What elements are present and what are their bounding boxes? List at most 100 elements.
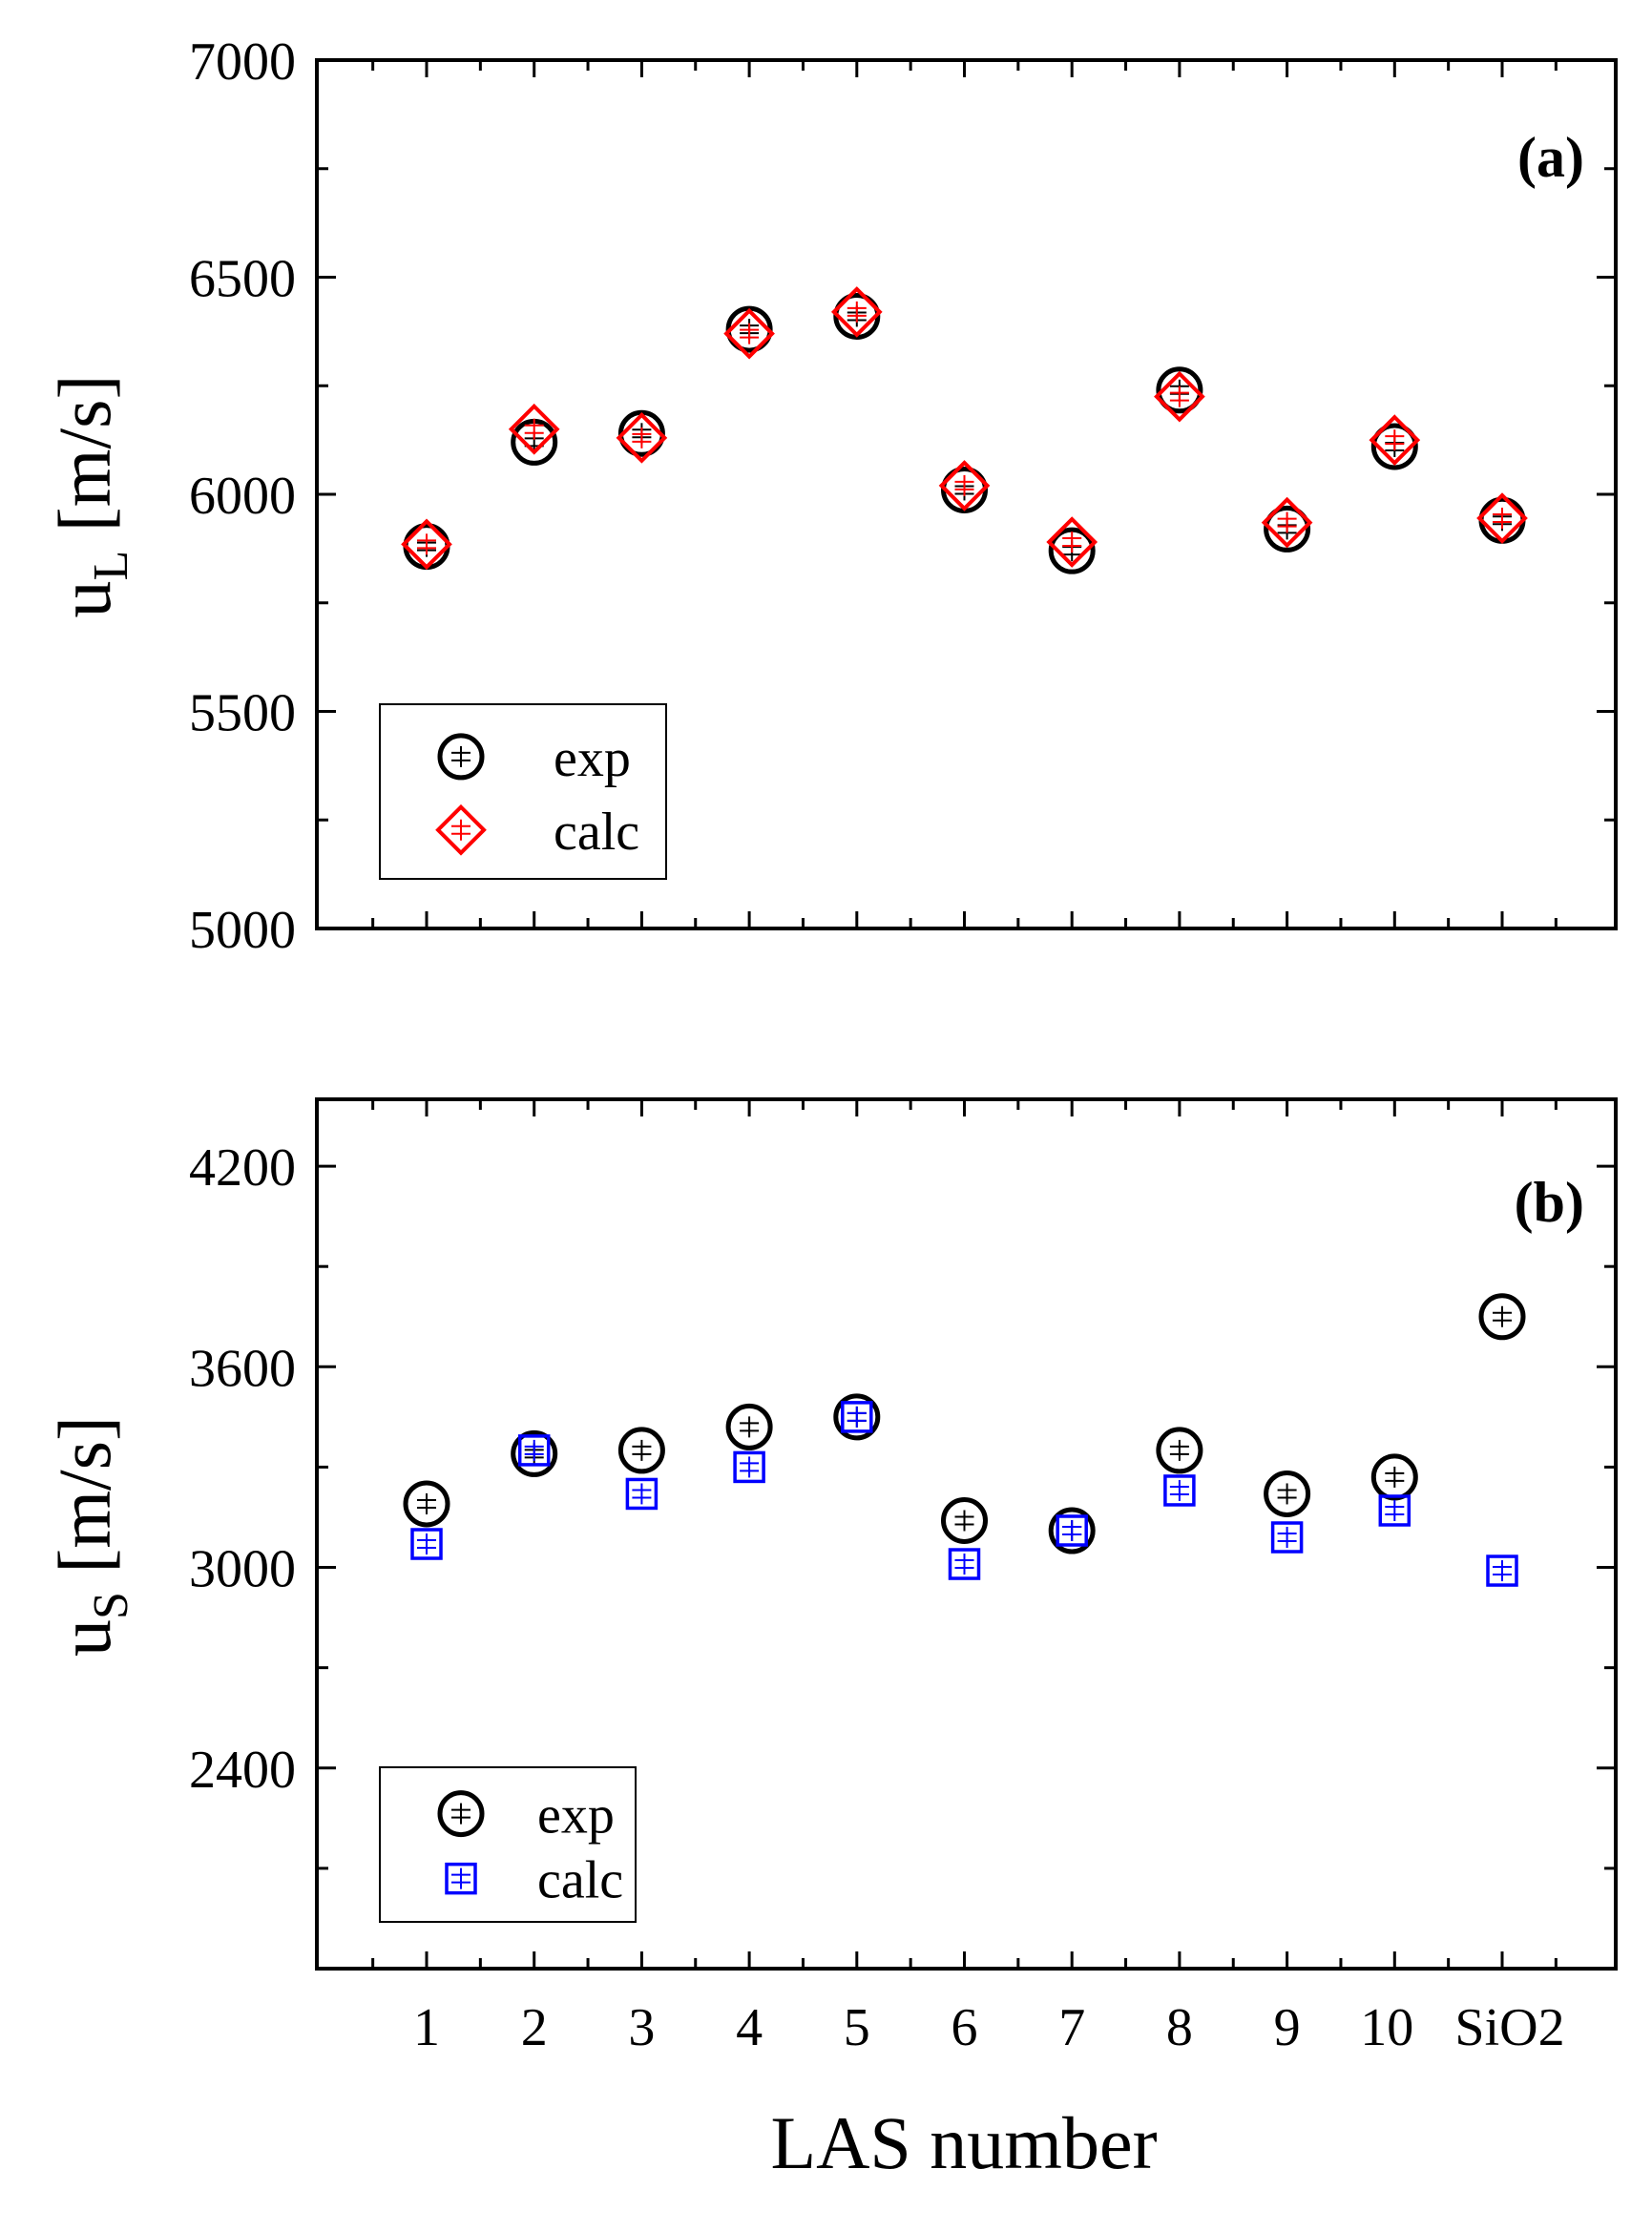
data-point-calc	[616, 412, 668, 464]
marker-diamond	[1369, 414, 1421, 466]
marker-circle	[617, 1427, 665, 1474]
data-point-calc	[1476, 492, 1528, 544]
legend-box	[379, 1766, 637, 1923]
marker-diamond	[616, 412, 668, 464]
x-tick-label: 4	[736, 1998, 763, 2057]
data-point-calc	[1056, 1514, 1088, 1547]
x-tick-label: 2	[521, 1998, 548, 2057]
legend: exp calc	[379, 703, 667, 880]
x-tick-label: 7	[1058, 1998, 1085, 2057]
data-point-exp	[1156, 1427, 1203, 1474]
marker-square	[1486, 1554, 1518, 1587]
marker-square	[445, 1862, 477, 1895]
legend-marker-calc	[435, 803, 487, 856]
marker-circle	[1264, 505, 1311, 553]
data-point-calc	[733, 1450, 765, 1484]
data-point-calc	[948, 1548, 981, 1580]
data-point-exp	[1370, 1453, 1418, 1501]
marker-circle	[725, 1403, 773, 1450]
marker-diamond	[1476, 492, 1528, 544]
x-tick-label: 3	[628, 1998, 655, 2057]
x-tick-label: 1	[413, 1998, 440, 2057]
data-point-calc	[1154, 370, 1205, 423]
data-point-exp	[941, 1496, 988, 1544]
marker-circle	[437, 1790, 485, 1838]
marker-circle	[833, 1393, 881, 1441]
marker-circle	[403, 1480, 450, 1528]
y-tick-label: 5500	[189, 684, 296, 743]
marker-square	[1056, 1514, 1088, 1547]
y-tick-label: 6000	[189, 467, 296, 526]
legend-marker-exp	[437, 733, 485, 781]
legend-box	[379, 703, 667, 880]
marker-circle	[1478, 1293, 1526, 1341]
marker-diamond	[435, 803, 487, 856]
marker-circle	[437, 733, 485, 781]
legend-marker-calc	[445, 1862, 477, 1895]
panel-label: (a)	[1517, 126, 1584, 189]
marker-circle	[1048, 527, 1096, 574]
marker-circle	[1156, 1427, 1203, 1474]
marker-diamond	[723, 307, 775, 360]
panel-a: 5000 5500 6000 6500 7000 uL [m/s] (a) exp calc	[43, 32, 1618, 960]
y-tick-label: 5000	[189, 901, 296, 960]
data-point-calc	[841, 1401, 873, 1433]
y-axis-label: uS [m/s]	[43, 1416, 138, 1657]
marker-diamond	[508, 403, 560, 455]
plot-frame	[315, 1097, 1618, 1971]
y-tick-label: 6500	[189, 250, 296, 309]
data-point-calc	[1261, 496, 1313, 549]
y-tick-label: 7000	[189, 32, 296, 92]
marker-diamond	[401, 518, 452, 571]
data-point-calc	[830, 286, 883, 338]
marker-circle	[1370, 1453, 1418, 1501]
marker-diamond	[1261, 496, 1313, 549]
panel-b: 2400 3000 3600 4200 1 2 3 4 5 6 7 8 9 10 SiO2 uS [m/s] (…	[43, 1097, 1618, 2057]
marker-square	[1163, 1474, 1196, 1507]
x-tick-label: SiO2	[1454, 1998, 1564, 2057]
data-point-calc	[1378, 1494, 1412, 1527]
marker-circle	[511, 1429, 558, 1477]
legend-label-calc: calc	[537, 1851, 623, 1910]
data-point-exp	[1264, 1470, 1311, 1517]
y-tick-label: 4200	[189, 1138, 296, 1198]
y-axis-label: uL [m/s]	[43, 375, 138, 618]
marker-circle	[1156, 366, 1203, 414]
data-point-exp	[403, 1480, 450, 1528]
data-point-calc	[1163, 1474, 1196, 1507]
data-point-calc	[1486, 1554, 1518, 1587]
data-point-calc	[1046, 516, 1098, 568]
marker-circle	[1264, 1470, 1311, 1517]
data-point-exp	[617, 1427, 665, 1474]
data-point-calc	[625, 1477, 659, 1511]
legend-label-calc: calc	[554, 803, 639, 862]
x-axis-label: LAS number	[770, 2101, 1157, 2184]
data-point-calc	[723, 307, 775, 360]
marker-circle	[1370, 423, 1418, 470]
x-tick-label: 8	[1166, 1998, 1193, 2057]
marker-circle	[1048, 1507, 1096, 1554]
marker-diamond	[830, 286, 883, 338]
x-tick-label: 9	[1274, 1998, 1301, 2057]
data-point-calc	[938, 460, 991, 511]
marker-square	[1270, 1521, 1304, 1554]
y-tick-label: 3000	[189, 1540, 296, 1599]
x-tick-label: 10	[1360, 1998, 1413, 2057]
data-point-calc	[1270, 1521, 1304, 1554]
data-point-calc	[1369, 414, 1421, 466]
legend-label-exp: exp	[554, 729, 631, 788]
marker-square	[410, 1528, 443, 1560]
marker-square	[841, 1401, 873, 1433]
marker-square	[948, 1548, 981, 1580]
marker-diamond	[1154, 370, 1205, 423]
data-point-calc	[410, 1528, 443, 1560]
data-point-calc	[517, 1434, 551, 1467]
x-tick-label: 6	[951, 1998, 978, 2057]
legend-marker-exp	[437, 1790, 485, 1838]
marker-diamond	[938, 460, 991, 511]
y-tick-label: 2400	[189, 1741, 296, 1800]
x-tick-label: 5	[844, 1998, 870, 2057]
data-point-exp	[725, 1403, 773, 1450]
